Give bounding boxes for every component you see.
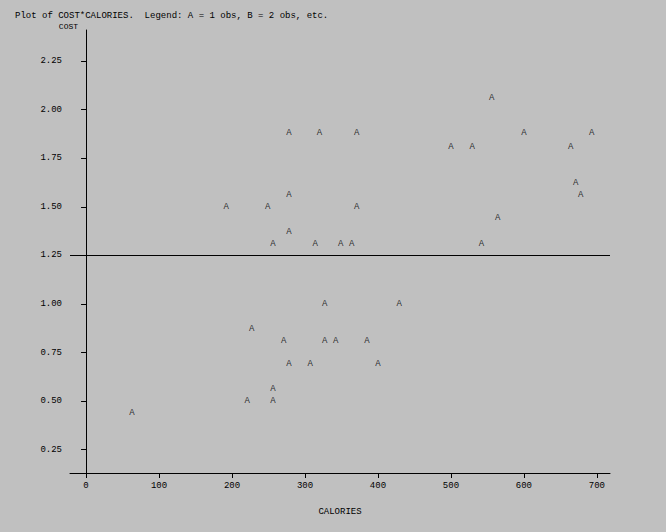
- svg-text:A: A: [354, 202, 360, 212]
- svg-text:A: A: [317, 128, 323, 138]
- svg-text:0.25: 0.25: [40, 445, 62, 455]
- svg-text:A: A: [333, 336, 339, 346]
- svg-text:A: A: [364, 336, 370, 346]
- svg-text:A: A: [469, 142, 475, 152]
- svg-text:A: A: [589, 128, 595, 138]
- svg-text:A: A: [479, 239, 485, 249]
- svg-text:A: A: [270, 396, 276, 406]
- svg-text:A: A: [223, 202, 229, 212]
- svg-text:A: A: [338, 239, 344, 249]
- svg-text:A: A: [265, 202, 271, 212]
- svg-text:A: A: [396, 299, 402, 309]
- svg-text:100: 100: [151, 481, 167, 491]
- svg-text:700: 700: [589, 481, 605, 491]
- svg-text:0.75: 0.75: [40, 348, 62, 358]
- svg-text:1.75: 1.75: [40, 153, 62, 163]
- svg-text:A: A: [270, 384, 276, 394]
- svg-text:300: 300: [297, 481, 313, 491]
- svg-text:1.50: 1.50: [40, 202, 62, 212]
- svg-text:CALORIES: CALORIES: [318, 507, 361, 517]
- svg-text:A: A: [489, 93, 495, 103]
- svg-text:A: A: [286, 128, 292, 138]
- svg-text:A: A: [286, 190, 292, 200]
- svg-text:A: A: [322, 299, 328, 309]
- svg-text:A: A: [286, 227, 292, 237]
- svg-text:400: 400: [370, 481, 386, 491]
- svg-text:500: 500: [443, 481, 459, 491]
- svg-text:0: 0: [83, 481, 88, 491]
- svg-text:A: A: [573, 178, 579, 188]
- svg-text:A: A: [521, 128, 527, 138]
- svg-text:A: A: [286, 359, 292, 369]
- svg-text:2.00: 2.00: [40, 105, 62, 115]
- svg-text:A: A: [281, 336, 287, 346]
- svg-text:A: A: [375, 359, 381, 369]
- svg-text:1.00: 1.00: [40, 299, 62, 309]
- svg-text:A: A: [568, 142, 574, 152]
- svg-text:A: A: [322, 336, 328, 346]
- svg-text:A: A: [578, 190, 584, 200]
- svg-text:A: A: [270, 239, 276, 249]
- svg-text:2.25: 2.25: [40, 56, 62, 66]
- svg-text:A: A: [448, 142, 454, 152]
- svg-text:A: A: [245, 396, 251, 406]
- svg-text:600: 600: [516, 481, 532, 491]
- svg-text:COST: COST: [59, 22, 78, 31]
- svg-text:A: A: [312, 239, 318, 249]
- svg-text:A: A: [307, 359, 313, 369]
- svg-text:A: A: [129, 408, 135, 418]
- svg-text:A: A: [354, 128, 360, 138]
- svg-text:A: A: [495, 213, 501, 223]
- svg-text:1.25: 1.25: [40, 250, 62, 260]
- svg-text:200: 200: [224, 481, 240, 491]
- svg-text:0.50: 0.50: [40, 396, 62, 406]
- svg-text:A: A: [349, 239, 355, 249]
- svg-text:A: A: [249, 324, 255, 334]
- svg-text:Plot of COST*CALORIES. Legend: Plot of COST*CALORIES. Legend: A = 1 obs…: [15, 11, 328, 21]
